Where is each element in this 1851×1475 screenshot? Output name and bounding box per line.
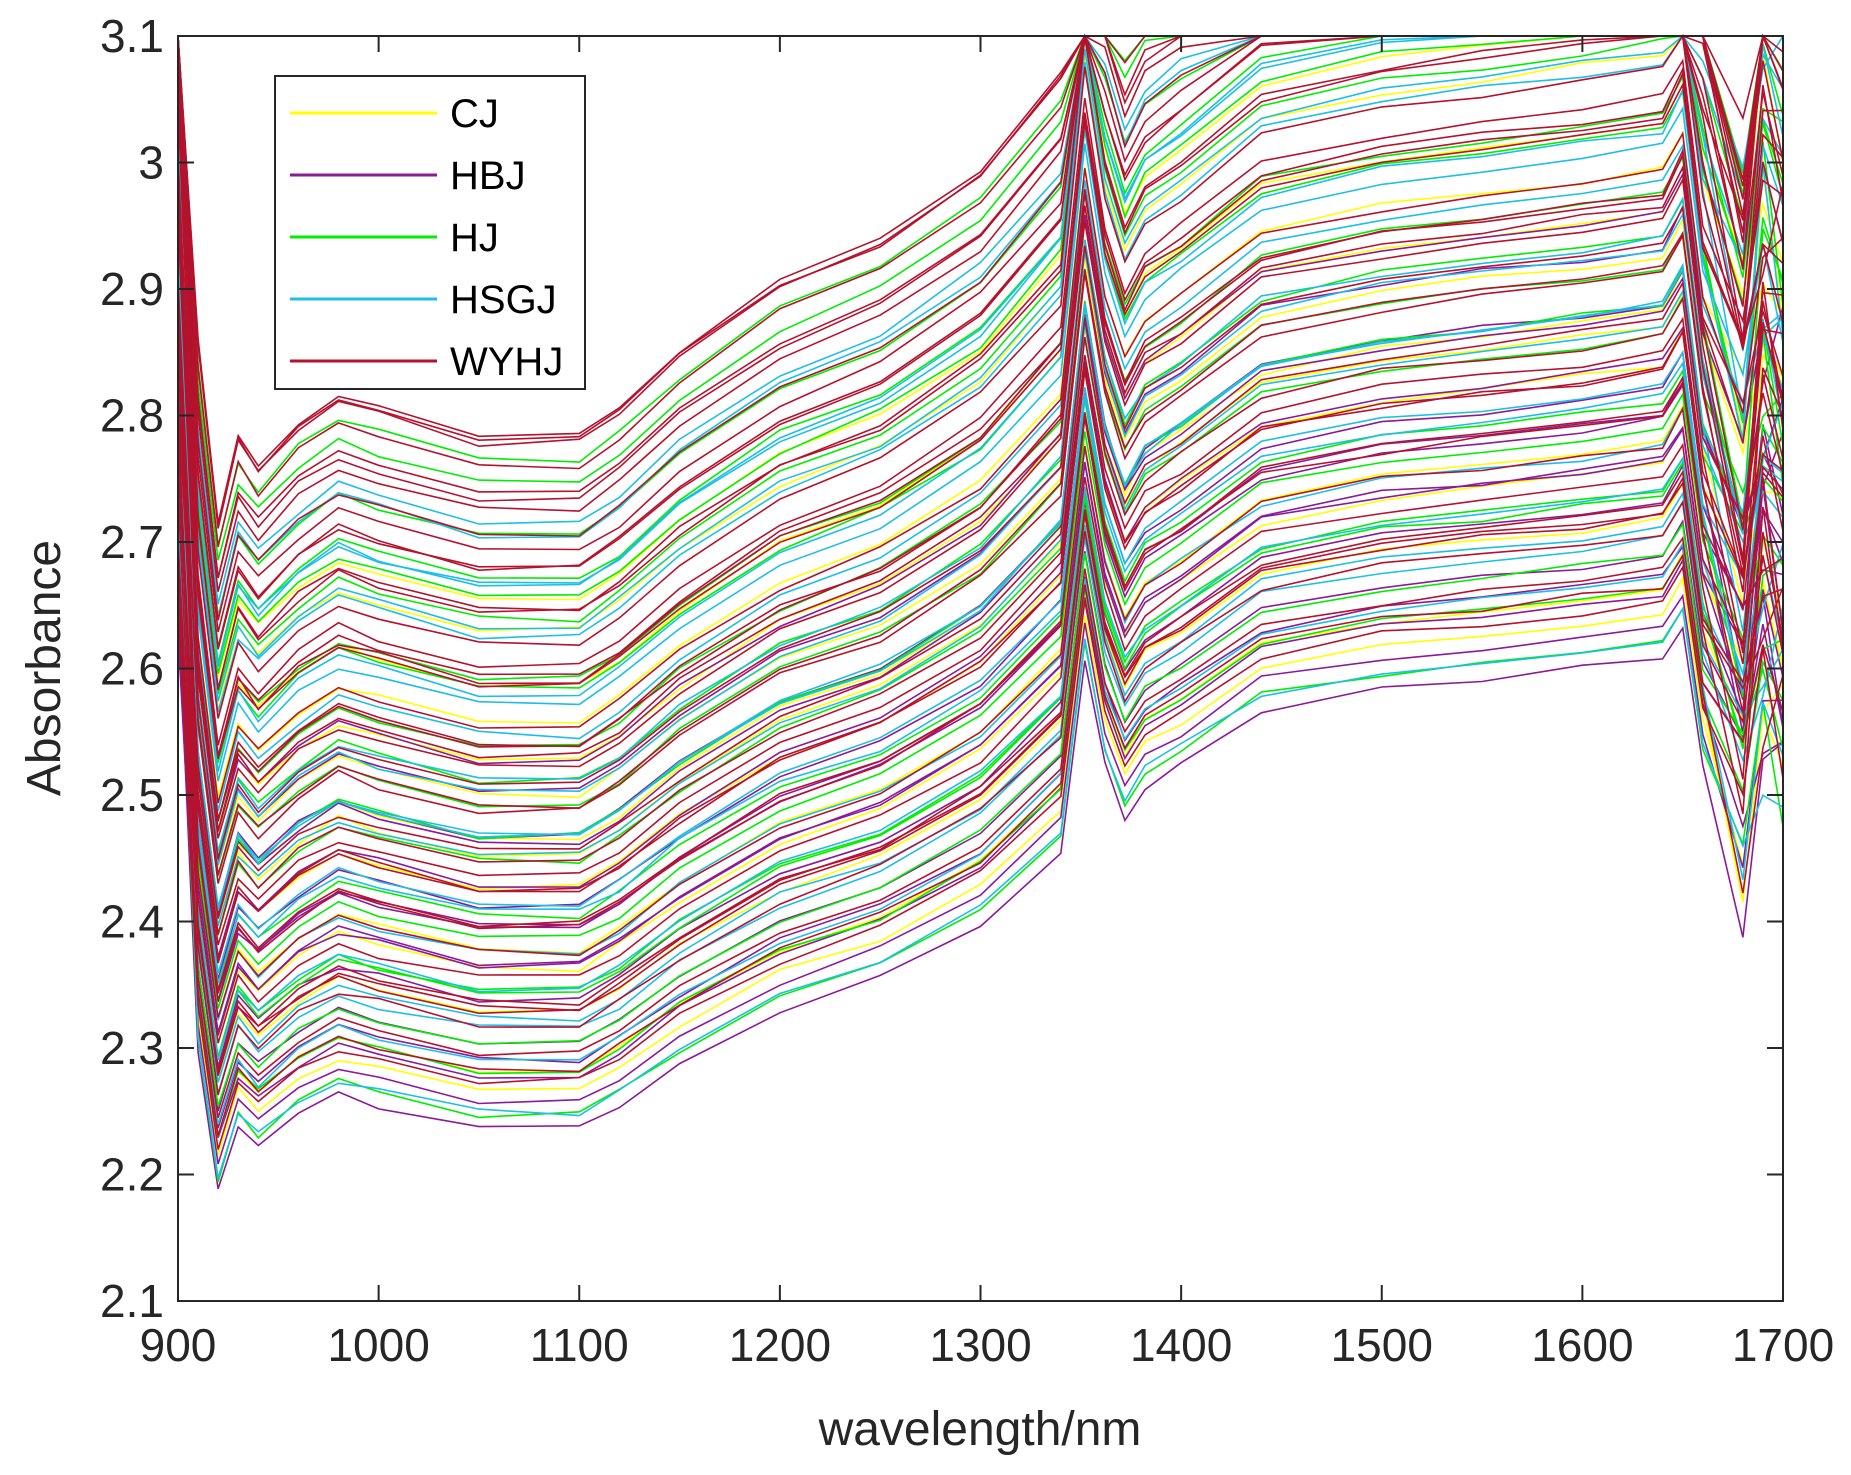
y-axis-label: Absorbance [18,540,71,796]
spectrum-line-hbj [177,325,1784,958]
y-tick-label: 3 [138,137,164,189]
spectrum-line-hj [177,551,1784,1183]
axis-tick-labels: 900 1000 1100 1200 1300 1400 1500 1600 1700 2.1 2.… [100,10,1834,1371]
spectrum-line-hsgj [177,267,1784,911]
spectrum-line-wyhj [177,328,1784,964]
x-tick-label: 1000 [327,1319,429,1371]
y-tick-label: 3.1 [100,10,164,62]
spectrum-line-wyhj [177,177,1784,839]
legend-entry-hbj: HBJ [290,154,526,198]
series-hsgj [177,33,1784,1179]
spectrum-line-wyhj [177,564,1784,1150]
y-tick-label: 2.4 [100,896,164,948]
spectrum-line-hbj [177,603,1784,1190]
y-tick-label: 2.7 [100,516,164,568]
legend-entry-cj: CJ [290,92,499,136]
spectrum-line-hj [177,353,1784,1009]
x-tick-label: 900 [140,1319,217,1371]
legend-label: HBJ [450,154,526,198]
spectrum-line-hsgj [177,499,1784,1125]
legend-label: CJ [450,92,499,136]
spectrum-line-hsgj [177,249,1784,909]
spectrum-line-wyhj [177,406,1784,1018]
spectrum-line-wyhj [177,399,1784,1096]
spectrum-line-hsgj [177,33,1784,713]
spectrum-line-wyhj [177,379,1784,1002]
spectrum-line-wyhj [177,475,1784,1076]
spectrum-line-hj [177,521,1784,1107]
spectrum-line-wyhj [177,291,1784,946]
spectrum-line-wyhj [177,280,1784,919]
legend-label: HJ [450,216,499,260]
spectrum-line-wyhj [177,151,1784,820]
axis-ticks [177,35,1784,1302]
y-tick-label: 2.9 [100,263,164,315]
x-tick-label: 1700 [1732,1319,1834,1371]
y-tick-label: 2.3 [100,1022,164,1074]
spectrum-line-wyhj [177,442,1784,1044]
spectrum-line-wyhj [177,147,1784,822]
legend-label: WYHJ [450,340,563,384]
x-tick-label: 1600 [1531,1319,1633,1371]
spectrum-line-hsgj [177,86,1784,772]
spectrum-line-wyhj [177,553,1784,1137]
spectrum-line-wyhj [177,231,1784,876]
spectrum-line-hsgj [177,350,1784,974]
y-tick-label: 2.5 [100,769,164,821]
spectrum-line-hsgj [177,196,1784,852]
spectrum-line-hj [177,155,1784,822]
legend-entry-hj: HJ [290,216,499,260]
x-tick-label: 1200 [729,1319,831,1371]
x-axis-label: wavelength/nm [818,1403,1142,1456]
x-tick-label: 1300 [929,1319,1031,1371]
x-tick-label: 1100 [530,1319,629,1371]
spectrum-line-hj [177,35,1784,695]
spectrum-line-wyhj [177,168,1784,860]
legend-box [274,75,586,390]
x-tick-label: 1400 [1130,1319,1232,1371]
spectrum-line-wyhj [177,82,1784,759]
spectrum-line-hsgj [177,361,1784,984]
spectrum-line-wyhj [177,70,1784,758]
spectrum-line-hsgj [177,143,1784,812]
spectrum-line-hsgj [177,34,1784,702]
spectrum-line-wyhj [177,164,1784,831]
spectrum-line-hsgj [177,455,1784,1061]
spectrum-line-hsgj [177,106,1784,782]
spectrum-line-hbj [177,518,1784,1165]
spectrum-line-hbj [177,276,1784,916]
spectrum-line-hbj [177,427,1784,1036]
spectrum-line-wyhj [177,296,1784,935]
legend: CJ HBJ HJ HSGJ WYHJ [274,75,586,390]
spectrum-line-wyhj [177,536,1784,1118]
spectrum-line-hsgj [177,504,1784,1179]
legend-entry-wyhj: WYHJ [290,340,563,384]
y-tick-label: 2.1 [100,1275,164,1327]
spectrum-line-hsgj [177,491,1784,1083]
y-tick-label: 2.2 [100,1149,164,1201]
spectrum-line-wyhj [177,33,1784,719]
spectrum-line-wyhj [177,58,1784,746]
spectrum-line-cj [177,575,1784,1156]
spectrum-line-wyhj [177,469,1784,1071]
legend-entry-hsgj: HSGJ [290,278,557,322]
spectrum-line-wyhj [177,233,1784,884]
spectrum-line-wyhj [177,131,1784,804]
series-wyhj [177,33,1784,1150]
y-tick-label: 2.6 [100,643,164,695]
spectra-lines [177,33,1784,1190]
legend-label: HSGJ [450,278,557,322]
spectrum-line-hsgj [177,275,1784,927]
x-tick-label: 1500 [1331,1319,1433,1371]
y-tick-label: 2.8 [100,390,164,442]
spectrum-line-cj [177,481,1784,1082]
